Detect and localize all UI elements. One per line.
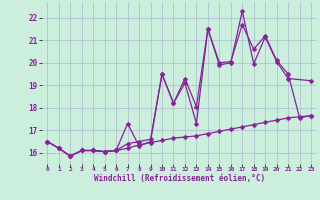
- X-axis label: Windchill (Refroidissement éolien,°C): Windchill (Refroidissement éolien,°C): [94, 174, 265, 183]
